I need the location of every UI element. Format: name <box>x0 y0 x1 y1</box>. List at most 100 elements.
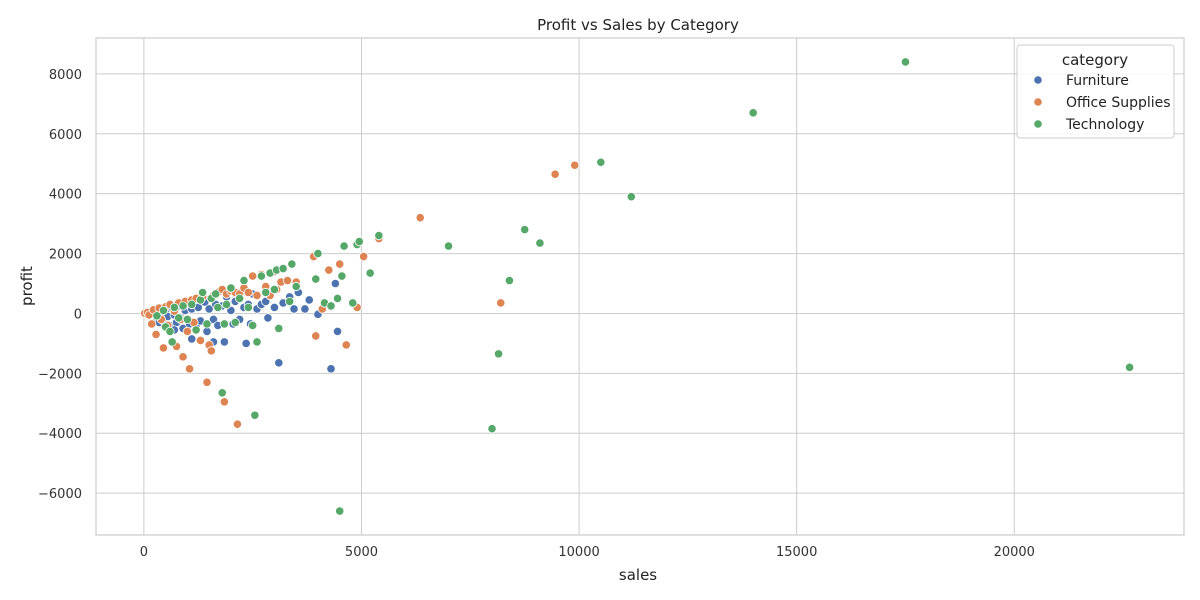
data-point-furniture <box>304 295 314 305</box>
legend: category Furniture Office Supplies Technol… <box>1016 44 1175 139</box>
data-point-technology <box>374 231 384 241</box>
y-tick-label: −6000 <box>38 487 82 502</box>
data-point-technology <box>243 302 253 313</box>
plot-frame <box>95 37 1185 536</box>
y-tick-label: 2000 <box>49 248 82 263</box>
data-point-office-supplies <box>202 377 212 387</box>
data-point-technology <box>169 302 179 313</box>
x-tick-label: 5000 <box>345 545 378 560</box>
data-point-technology <box>332 293 343 304</box>
data-point-technology <box>504 275 515 286</box>
legend-label-furniture: Furniture <box>1066 73 1129 89</box>
x-tick-label: 15000 <box>776 545 817 560</box>
data-point-office-supplies <box>496 298 506 308</box>
data-point-furniture <box>300 304 310 314</box>
data-points <box>140 57 1135 516</box>
data-point-office-supplies <box>252 290 262 301</box>
data-point-technology <box>261 287 271 298</box>
data-point-technology <box>158 305 169 316</box>
grid-lines <box>96 38 1184 535</box>
x-tick-label: 10000 <box>558 545 599 560</box>
data-point-technology <box>365 268 375 278</box>
data-point-technology <box>285 296 295 307</box>
data-point-office-supplies <box>243 287 253 298</box>
data-point-technology <box>187 299 197 310</box>
data-point-technology <box>596 157 606 167</box>
data-point-technology <box>487 424 497 434</box>
data-point-technology <box>239 275 249 286</box>
x-tick-label: 20000 <box>994 545 1035 560</box>
x-tick-label: 0 <box>140 545 148 560</box>
data-point-technology <box>178 301 188 311</box>
data-point-technology <box>191 325 201 335</box>
data-point-furniture <box>269 302 280 313</box>
data-point-office-supplies <box>178 352 188 362</box>
data-point-office-supplies <box>359 251 369 262</box>
data-point-technology <box>167 337 177 347</box>
data-point-technology <box>174 313 184 323</box>
data-point-office-supplies <box>151 329 161 340</box>
data-point-technology <box>337 271 347 281</box>
data-point-office-supplies <box>311 331 321 341</box>
data-point-office-supplies <box>341 340 351 350</box>
data-point-technology <box>152 311 162 321</box>
data-point-technology <box>354 236 364 247</box>
data-point-technology <box>256 271 266 281</box>
data-point-technology <box>182 314 192 325</box>
data-point-technology <box>287 259 297 269</box>
data-point-technology <box>1125 362 1135 372</box>
data-point-office-supplies <box>195 335 206 345</box>
data-point-technology <box>274 323 284 334</box>
data-point-furniture <box>289 304 299 314</box>
y-axis-label: profit <box>18 266 36 306</box>
data-point-office-supplies <box>206 346 216 356</box>
data-point-technology <box>269 284 280 295</box>
data-point-technology <box>235 293 245 304</box>
data-point-furniture <box>241 338 251 348</box>
legend-marker-office-supplies <box>1033 97 1043 107</box>
data-point-furniture <box>263 313 273 323</box>
data-point-furniture <box>274 358 284 368</box>
data-point-technology <box>221 299 232 310</box>
data-point-office-supplies <box>182 326 192 337</box>
data-point-technology <box>311 274 321 284</box>
x-axis-label: sales <box>619 566 657 584</box>
data-point-technology <box>198 287 208 298</box>
data-point-office-supplies <box>415 213 425 223</box>
legend-label-office-supplies: Office Supplies <box>1066 95 1171 111</box>
data-point-office-supplies <box>335 259 345 269</box>
data-point-technology <box>443 241 454 251</box>
y-tick-label: 0 <box>74 307 82 322</box>
y-tick-label: −4000 <box>38 427 82 442</box>
data-point-office-supplies <box>550 169 560 179</box>
y-tick-label: 6000 <box>49 128 82 143</box>
data-point-office-supplies <box>248 271 258 281</box>
axis-ticks: 0 5000 10000 15000 20000 −6000 −4000 −2000 0 2000… <box>38 68 1035 560</box>
data-point-technology <box>313 248 323 259</box>
data-point-technology <box>748 108 758 118</box>
data-point-office-supplies <box>570 160 580 170</box>
y-tick-label: −2000 <box>38 367 82 382</box>
data-point-furniture <box>204 304 214 314</box>
legend-title: category <box>1062 51 1128 69</box>
data-point-office-supplies <box>158 343 169 353</box>
data-point-furniture <box>332 326 343 337</box>
data-point-technology <box>217 388 227 398</box>
data-point-technology <box>326 301 336 311</box>
data-point-technology <box>278 263 288 274</box>
data-point-technology <box>291 281 301 292</box>
chart-title: Profit vs Sales by Category <box>537 16 739 34</box>
legend-label-technology: Technology <box>1065 117 1144 133</box>
data-point-office-supplies <box>219 397 229 407</box>
data-point-furniture <box>187 334 197 344</box>
data-point-technology <box>252 337 262 347</box>
data-point-office-supplies <box>184 364 195 374</box>
data-point-technology <box>535 238 545 248</box>
data-point-technology <box>230 317 240 328</box>
data-point-furniture <box>326 364 336 374</box>
legend-marker-technology <box>1033 119 1043 129</box>
data-point-furniture <box>330 278 340 289</box>
data-point-technology <box>165 326 175 337</box>
data-point-technology <box>211 289 221 299</box>
